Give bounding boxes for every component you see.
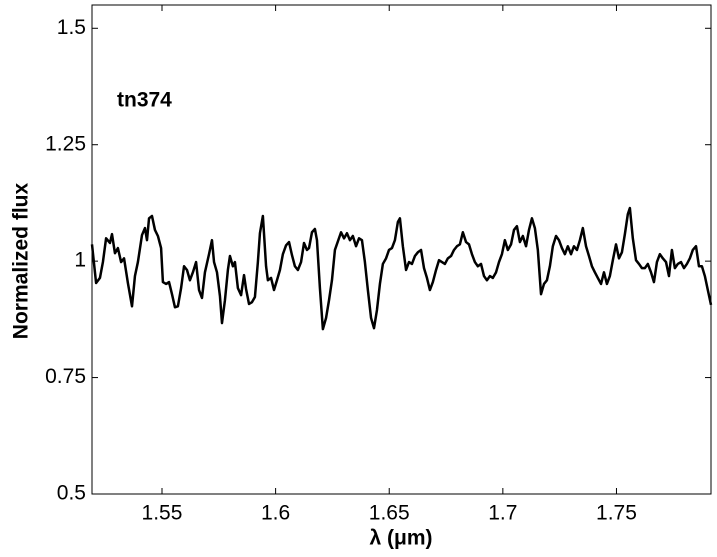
- x-tick-label: 1.65: [369, 502, 410, 525]
- x-axis-label: λ (μm): [369, 527, 432, 550]
- x-tick-label: 1.75: [596, 502, 637, 525]
- y-axis-label: Normalized flux: [10, 183, 33, 340]
- x-tick-label: 1.6: [261, 502, 290, 525]
- annotation: tn374: [117, 89, 172, 112]
- x-tick-label: 1.55: [142, 502, 183, 525]
- y-tick-label: 0.75: [45, 365, 86, 388]
- y-tick-label: 1.5: [57, 16, 86, 39]
- y-tick-label: 0.5: [57, 482, 86, 505]
- x-tick-label: 1.7: [488, 502, 517, 525]
- y-tick-label: 1: [74, 249, 86, 272]
- y-tick-label: 1.25: [45, 132, 86, 155]
- line-series: [90, 206, 713, 331]
